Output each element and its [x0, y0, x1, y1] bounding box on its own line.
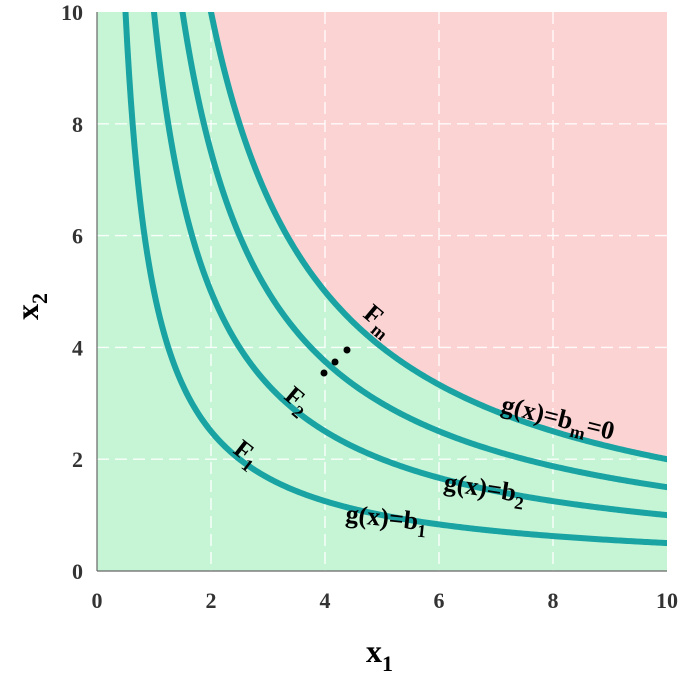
- x-tick-label: 4: [320, 588, 331, 613]
- curves: [122, 12, 667, 547]
- dot-2: [331, 358, 339, 366]
- curve-2: [151, 12, 667, 519]
- curve-3: [179, 12, 667, 491]
- y-tick-label: 4: [72, 335, 83, 360]
- x-tick-label: 0: [92, 588, 103, 613]
- y-tick-label: 0: [72, 559, 83, 584]
- y-axis-label: x2: [9, 293, 52, 320]
- x-tick-label: 2: [206, 588, 217, 613]
- ellipsis-dots: [320, 346, 351, 377]
- y-tick-label: 10: [61, 0, 83, 25]
- tick-labels: 0 2 4 6 8 10 0 2 4 6 8 10: [61, 0, 678, 613]
- dot-1: [320, 369, 328, 377]
- dot-3: [343, 346, 351, 354]
- regions: [97, 12, 667, 571]
- curve-1: [122, 12, 667, 547]
- x-tick-label: 10: [656, 588, 678, 613]
- y-tick-label: 8: [72, 112, 83, 137]
- x-axis-label: x1: [366, 633, 393, 676]
- x-tick-label: 8: [548, 588, 559, 613]
- y-tick-label: 6: [72, 224, 83, 249]
- x-tick-label: 6: [434, 588, 445, 613]
- y-tick-label: 2: [72, 447, 83, 472]
- curve-4: [208, 12, 667, 463]
- region-feasible: [97, 12, 667, 571]
